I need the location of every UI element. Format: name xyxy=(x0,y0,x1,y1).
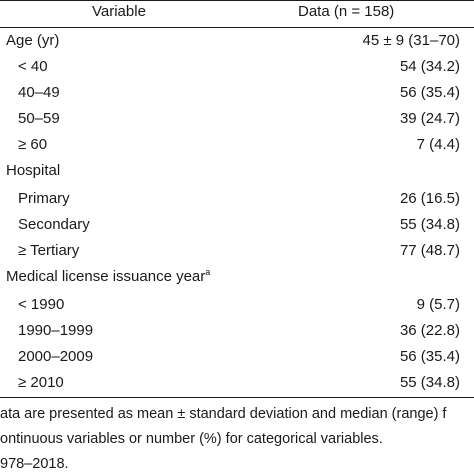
row-value-hospital-tertiary: 77 (48.7) xyxy=(399,242,460,259)
table-top-rule xyxy=(0,0,474,1)
footnote-marker-a: a xyxy=(205,267,211,277)
row-value-age-50-59: 39 (24.7) xyxy=(399,110,460,127)
row-value-license-2000-2009: 56 (35.4) xyxy=(399,348,460,365)
row-value-hospital-primary: 26 (16.5) xyxy=(399,190,460,207)
row-label-hospital-secondary: Secondary xyxy=(18,216,90,233)
row-value-license-before-1990: 9 (5.7) xyxy=(416,296,460,313)
row-label-age-50-59: 50–59 xyxy=(18,110,60,127)
row-label-hospital: Hospital xyxy=(6,162,61,179)
table-bottom-rule xyxy=(0,397,474,398)
header-rule xyxy=(0,27,474,28)
row-value-age-under-40: 54 (34.2) xyxy=(399,58,460,75)
row-label-hospital-tertiary: ≥ Tertiary xyxy=(18,242,80,259)
row-label-age-60-plus: ≥ 60 xyxy=(18,136,48,153)
row-label-license-year-text: Medical license issuance year xyxy=(6,268,206,285)
row-label-age-under-40: < 40 xyxy=(18,58,48,75)
row-label-license-1990-1999: 1990–1999 xyxy=(18,322,94,339)
column-header-variable: Variable xyxy=(92,3,146,20)
row-label-license-year: Medical license issuance yeara xyxy=(6,268,210,286)
row-label-license-before-1990: < 1990 xyxy=(18,296,65,313)
footnote-line-1: ata are presented as mean ± standard dev… xyxy=(0,406,447,422)
row-value-age: 45 ± 9 (31–70) xyxy=(362,32,460,49)
row-label-age-40-49: 40–49 xyxy=(18,84,60,101)
column-header-data: Data (n = 158) xyxy=(298,3,395,20)
row-value-age-40-49: 56 (35.4) xyxy=(399,84,460,101)
row-label-license-2010-plus: ≥ 2010 xyxy=(18,374,64,391)
row-value-license-2010-plus: 55 (34.8) xyxy=(399,374,460,391)
row-label-age: Age (yr) xyxy=(6,32,60,49)
row-value-hospital-secondary: 55 (34.8) xyxy=(399,216,460,233)
row-label-license-2000-2009: 2000–2009 xyxy=(18,348,94,365)
row-value-license-1990-1999: 36 (22.8) xyxy=(399,322,460,339)
row-value-age-60-plus: 7 (4.4) xyxy=(416,136,460,153)
footnote-line-3: 978–2018. xyxy=(0,456,69,472)
row-label-hospital-primary: Primary xyxy=(18,190,70,207)
footnote-line-2: ontinuous variables or number (%) for ca… xyxy=(0,431,383,447)
